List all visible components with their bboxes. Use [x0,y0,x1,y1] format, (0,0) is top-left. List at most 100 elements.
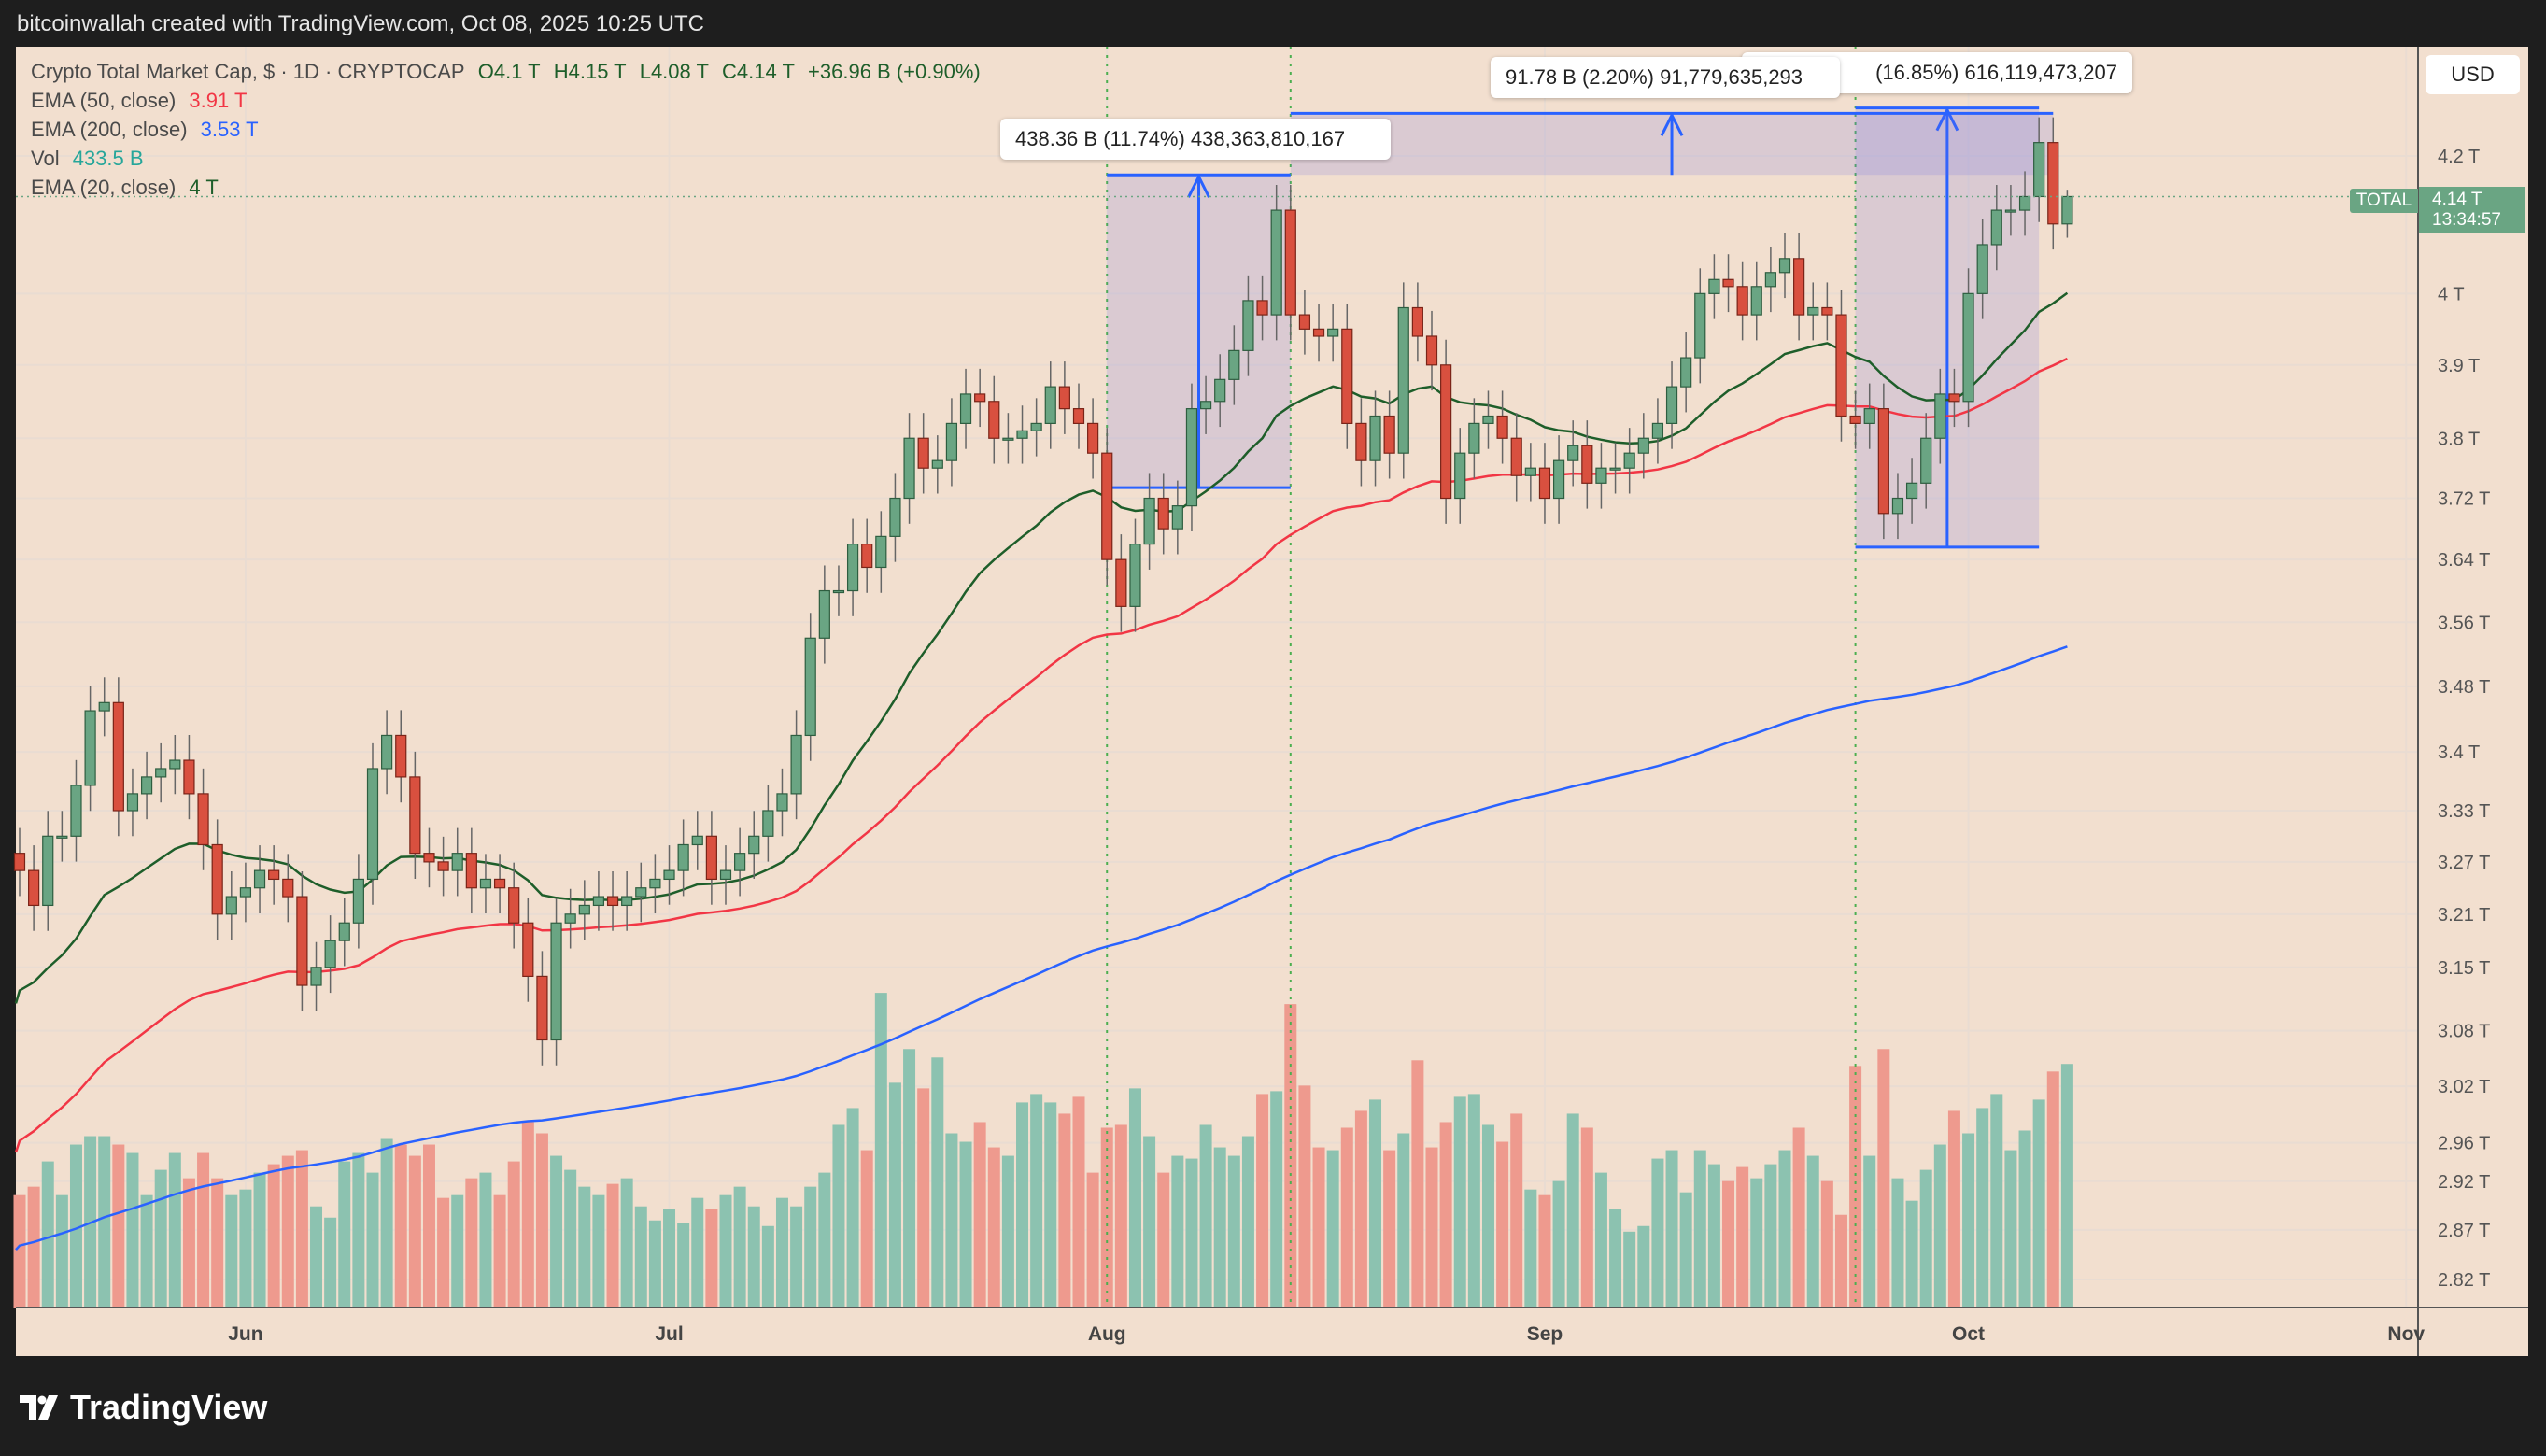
candle [1920,413,1932,509]
volume-bar [790,1206,803,1308]
volume-bar [1665,1150,1678,1308]
candle [169,734,181,795]
volume-bar [1128,1088,1141,1308]
volume-bar [2060,1064,2073,1308]
candle-body [1129,544,1141,607]
price-tick-label: 2.87 T [2438,1221,2490,1241]
candle-body [1044,386,1056,424]
volume-bar [860,1150,873,1308]
candle [395,710,407,803]
candle-body [1510,437,1522,476]
candle-body [1694,292,1706,359]
candle-body [748,835,760,855]
volume-bar [211,1178,224,1308]
volume-bar [310,1206,323,1308]
candle [1214,354,1226,428]
candle [1736,261,1748,341]
candle [2047,117,2059,250]
candle-body [1199,401,1212,410]
ema50-line [14,357,2068,1153]
volume-bar [1481,1124,1494,1308]
volume-bar [663,1209,676,1308]
candle-body [1030,422,1042,431]
legend-ema200[interactable]: EMA (200, close) 3.53 T [31,118,266,142]
candle [465,827,477,914]
ema200-line [15,645,2068,1251]
volume-bar [69,1144,82,1308]
candle-body [691,835,703,846]
volume-bar [1354,1110,1367,1308]
candle [1891,473,1904,540]
candle [1934,368,1946,464]
volume-bar [1001,1155,1014,1308]
volume-bar [2032,1099,2045,1308]
candle [1905,458,1918,524]
volume-bar [1044,1102,1057,1308]
candle [1807,282,1819,341]
candle [635,862,647,923]
candle-body [592,896,605,907]
volume-bar [1241,1136,1254,1308]
candle-body [1270,209,1282,316]
candle [1284,185,1296,341]
measure-label-1: 438.36 B (11.74%) 438,363,810,167 [1000,119,1391,160]
candle-body [508,887,520,924]
volume-bar [592,1194,605,1308]
candle-body [663,869,675,881]
candle-body [1736,286,1748,316]
legend-volume[interactable]: Vol 433.5 B [31,147,151,171]
candle-body [1496,415,1508,439]
candle [974,368,986,428]
candle [1199,375,1212,434]
candle [479,854,492,914]
candle-body [606,896,619,907]
candle-body [155,768,167,778]
volume-bar [408,1155,421,1308]
price-tick-label: 3.4 T [2438,742,2480,763]
candle-body [818,589,830,639]
legend-symbol[interactable]: Crypto Total Market Cap, $ · 1D · CRYPTO… [31,60,465,83]
candle [1171,480,1183,555]
volume-bar [1411,1060,1424,1308]
volume-bar [535,1133,548,1308]
symbol-price-tag: TOTAL [2350,189,2418,213]
candle-body [493,878,506,889]
measure-arrow-head [1187,173,1210,198]
tradingview-logo[interactable]: TradingView [20,1388,267,1427]
volume-bar [253,1172,266,1308]
candle [1312,304,1325,362]
candle [1298,290,1311,355]
volume-bar [1086,1172,1099,1308]
candle [1552,435,1565,524]
legend-close: C4.14 T [722,60,795,83]
candle [1750,261,1762,341]
volume-bar [1962,1133,1975,1308]
candle [1002,413,1014,464]
volume-bar [1891,1178,1904,1308]
candle [310,941,322,1011]
legend-ema20[interactable]: EMA (20, close) 4 T [31,176,226,200]
candle-body [84,710,96,786]
candle-body [1341,328,1353,424]
candle [564,888,576,949]
currency-button[interactable]: USD [2426,55,2520,94]
candle [140,751,153,820]
candle [1990,185,2002,271]
candle [1849,390,1861,449]
candle-body [1383,415,1395,454]
legend-ema50[interactable]: EMA (50, close) 3.91 T [31,89,254,113]
candle-body [649,878,661,889]
volume-bar [578,1186,591,1308]
candle-body [479,878,492,889]
candle-body [437,861,449,871]
candle-body [1722,278,1734,288]
candle-body [1552,459,1565,500]
candle [98,677,110,737]
candle [691,811,703,870]
candle [1482,390,1494,449]
measure-label-2: 91.78 B (2.20%) 91,779,635,293 [1491,57,1840,98]
volume-bar [1072,1096,1085,1308]
candle-body [423,853,435,863]
candle [1835,290,1847,442]
